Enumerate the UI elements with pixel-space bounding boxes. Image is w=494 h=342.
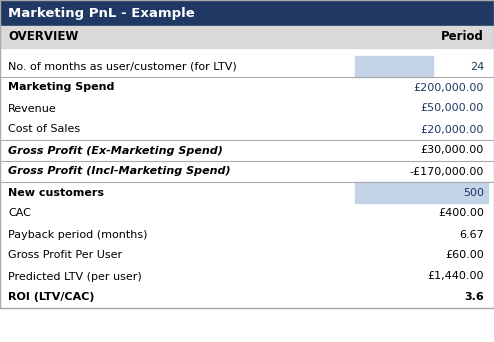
Text: Gross Profit (Incl-Marketing Spend): Gross Profit (Incl-Marketing Spend) xyxy=(8,167,231,176)
Text: ROI (LTV/CAC): ROI (LTV/CAC) xyxy=(8,292,94,303)
Bar xyxy=(0,0,494,26)
Text: 500: 500 xyxy=(463,187,484,197)
Text: £1,440.00: £1,440.00 xyxy=(427,272,484,281)
Bar xyxy=(355,56,433,77)
Text: £30,000.00: £30,000.00 xyxy=(421,145,484,156)
Text: CAC: CAC xyxy=(8,209,31,219)
Bar xyxy=(0,26,494,48)
Text: Gross Profit Per User: Gross Profit Per User xyxy=(8,250,122,261)
Text: No. of months as user/customer (for LTV): No. of months as user/customer (for LTV) xyxy=(8,62,237,71)
Text: Predicted LTV (per user): Predicted LTV (per user) xyxy=(8,272,142,281)
Text: Period: Period xyxy=(441,30,484,43)
Text: -£170,000.00: -£170,000.00 xyxy=(410,167,484,176)
Text: Gross Profit (Ex-Marketing Spend): Gross Profit (Ex-Marketing Spend) xyxy=(8,145,223,156)
Bar xyxy=(355,182,488,203)
Text: £400.00: £400.00 xyxy=(438,209,484,219)
Text: Marketing Spend: Marketing Spend xyxy=(8,82,115,92)
Text: Revenue: Revenue xyxy=(8,104,57,114)
Text: New customers: New customers xyxy=(8,187,104,197)
Text: 24: 24 xyxy=(470,62,484,71)
Text: Payback period (months): Payback period (months) xyxy=(8,229,148,239)
Text: £50,000.00: £50,000.00 xyxy=(421,104,484,114)
Text: 3.6: 3.6 xyxy=(464,292,484,303)
Text: Marketing PnL - Example: Marketing PnL - Example xyxy=(8,6,195,19)
Text: £20,000.00: £20,000.00 xyxy=(420,124,484,134)
Text: £200,000.00: £200,000.00 xyxy=(413,82,484,92)
Text: Cost of Sales: Cost of Sales xyxy=(8,124,80,134)
Text: OVERVIEW: OVERVIEW xyxy=(8,30,79,43)
Text: £60.00: £60.00 xyxy=(445,250,484,261)
Text: 6.67: 6.67 xyxy=(459,229,484,239)
